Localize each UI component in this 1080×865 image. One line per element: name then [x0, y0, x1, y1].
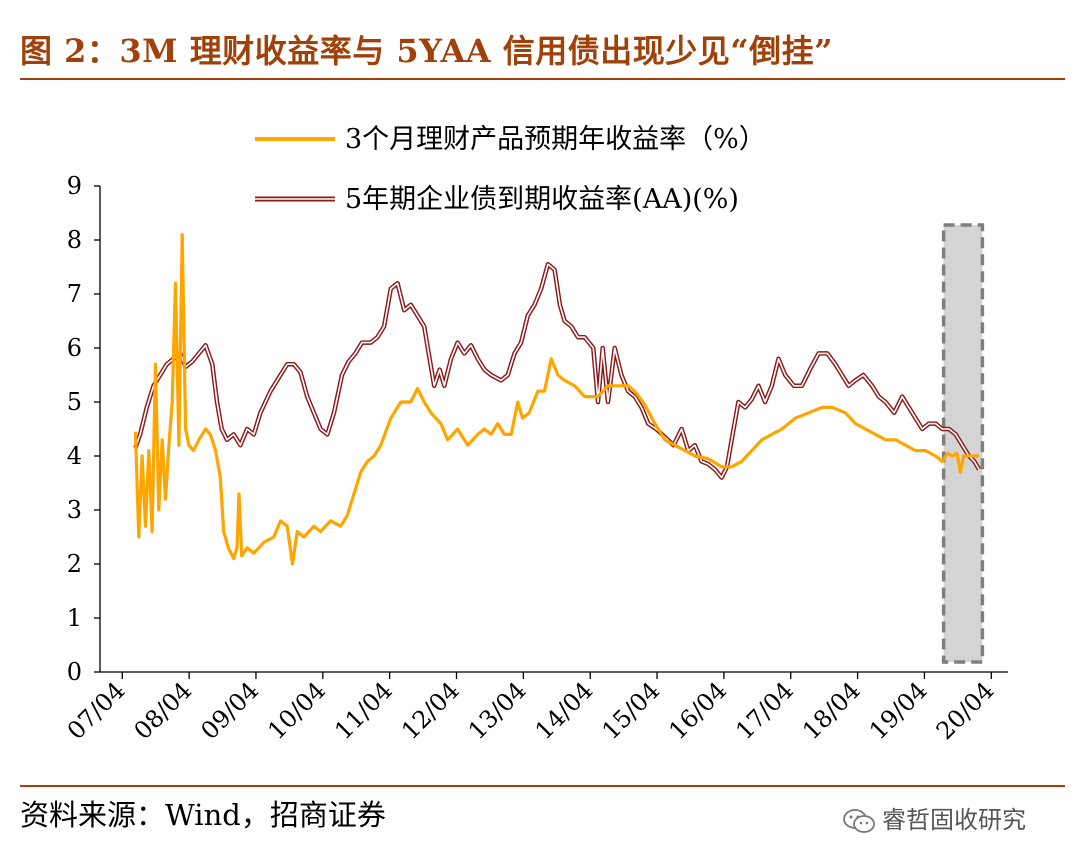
watermark: 睿哲固收研究: [842, 800, 1026, 835]
wechat-icon: [843, 809, 875, 833]
series-line-bond-inner: [134, 263, 980, 479]
y-tick-label: 3: [67, 496, 82, 524]
legend-label-bond: 5年期企业债到期收益率(AA)(%): [345, 184, 739, 215]
x-tick-label: 19/04: [864, 676, 933, 745]
x-tick-label: 13/04: [463, 676, 532, 745]
y-tick-label: 5: [67, 388, 82, 416]
title-rule: [20, 78, 1065, 80]
source-note: 资料来源：Wind，招商证券: [20, 798, 386, 832]
y-tick-label: 2: [67, 550, 82, 578]
x-tick-label: 15/04: [597, 676, 666, 745]
series-line-wealth: [133, 233, 980, 566]
x-tick-label: 17/04: [730, 676, 799, 745]
y-tick-label: 6: [67, 334, 82, 362]
x-tick-label: 12/04: [396, 676, 465, 745]
y-tick-label: 9: [67, 172, 82, 200]
line-chart: 0 1 2 3 4 5 6 7 8 9 07/0408/0409/0410/0411/0412/04…: [62, 124, 1008, 745]
x-tick-label: 16/04: [663, 676, 732, 745]
x-tick-label: 09/04: [195, 676, 264, 745]
x-tick-label: 07/04: [62, 676, 131, 745]
y-tick-label: 8: [67, 226, 82, 254]
x-tick-label: 18/04: [797, 676, 866, 745]
y-tick-label: 0: [67, 658, 82, 686]
legend-label-wealth: 3个月理财产品预期年收益率（%）: [345, 124, 766, 155]
y-tick-label: 7: [67, 280, 82, 308]
x-tick-label: 14/04: [530, 676, 599, 745]
x-tick-label: 10/04: [262, 676, 331, 745]
watermark-text: 睿哲固收研究: [882, 806, 1026, 834]
y-tick-label: 4: [67, 442, 82, 470]
source-rule: [20, 785, 1065, 787]
y-tick-label: 1: [67, 604, 82, 632]
x-tick-label: 20/04: [931, 676, 1000, 745]
x-tick-label: 11/04: [329, 676, 398, 745]
x-tick-label: 08/04: [129, 676, 198, 745]
figure-title: 图 2：3M 理财收益率与 5YAA 信用债出现少见“倒挂”: [20, 32, 834, 70]
